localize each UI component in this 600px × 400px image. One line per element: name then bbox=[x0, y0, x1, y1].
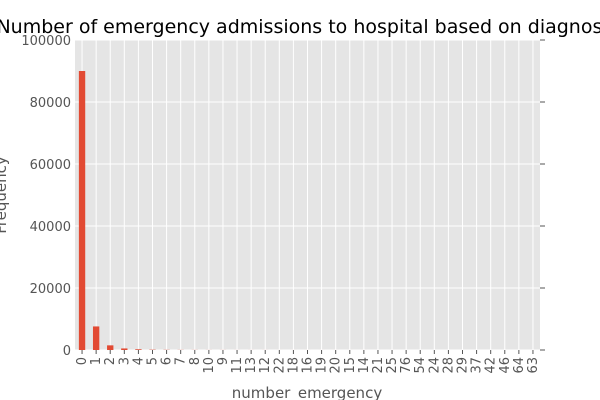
x-tick-label: 18 bbox=[286, 357, 301, 374]
y-axis-ticks: 0 20000 40000 60000 80000 100000 bbox=[21, 34, 545, 359]
x-tick-label: 12 bbox=[258, 357, 273, 374]
y-tick-label: 80000 bbox=[30, 96, 71, 111]
x-tick-label: 21 bbox=[371, 357, 386, 374]
x-tick-label: 4 bbox=[131, 357, 146, 365]
x-tick-label: 3 bbox=[117, 357, 132, 365]
bar-4 bbox=[135, 349, 142, 350]
x-tick-label: 42 bbox=[484, 357, 499, 374]
x-tick-label: 20 bbox=[329, 357, 344, 374]
x-tick-label: 46 bbox=[498, 357, 513, 374]
x-tick-label: 29 bbox=[456, 357, 471, 374]
bar-3 bbox=[121, 348, 128, 350]
y-tick-label: 0 bbox=[63, 344, 71, 359]
bars bbox=[78, 71, 537, 350]
x-tick-label: 1 bbox=[89, 357, 104, 365]
y-tick-label: 20000 bbox=[30, 282, 71, 297]
x-tick-label: 54 bbox=[413, 357, 428, 374]
x-tick-label: 13 bbox=[244, 357, 259, 374]
x-tick-label: 2 bbox=[103, 357, 118, 365]
x-tick-label: 5 bbox=[146, 357, 161, 365]
x-tick-label: 25 bbox=[385, 357, 400, 374]
x-tick-label: 37 bbox=[470, 357, 485, 374]
x-tick-label: 22 bbox=[272, 357, 287, 374]
bar-2 bbox=[107, 345, 114, 350]
x-tick-label: 6 bbox=[160, 357, 175, 365]
x-tick-label: 76 bbox=[399, 357, 414, 374]
x-tick-label: 64 bbox=[512, 357, 527, 374]
bar-1 bbox=[92, 326, 100, 350]
x-tick-label: 16 bbox=[301, 357, 316, 374]
y-axis-label: Frequency bbox=[0, 156, 10, 234]
x-axis-label: number_emergency bbox=[232, 384, 383, 400]
y-tick-label: 60000 bbox=[30, 158, 71, 173]
x-tick-label: 10 bbox=[202, 357, 217, 374]
x-tick-label: 11 bbox=[230, 357, 245, 374]
chart-title: Number of emergency admissions to hospit… bbox=[0, 16, 600, 38]
x-tick-label: 8 bbox=[188, 357, 203, 365]
x-tick-label: 0 bbox=[75, 357, 90, 365]
y-tick-label: 100000 bbox=[21, 34, 71, 49]
x-tick-label: 14 bbox=[357, 357, 372, 374]
x-tick-label: 15 bbox=[343, 357, 358, 374]
x-axis-ticks: 0 1 2 3 4 5 6 7 8 10 9 11 13 12 22 18 16 19 20 15 14 21 25 76 54… bbox=[75, 350, 541, 374]
x-tick-label: 24 bbox=[427, 357, 442, 374]
x-tick-label: 9 bbox=[216, 357, 231, 365]
x-tick-label: 7 bbox=[174, 357, 189, 365]
x-tick-label: 19 bbox=[315, 357, 330, 374]
bar-0 bbox=[78, 71, 86, 350]
y-tick-label: 40000 bbox=[30, 220, 71, 235]
gridlines bbox=[75, 39, 540, 351]
x-tick-label: 28 bbox=[441, 357, 456, 374]
x-tick-label: 63 bbox=[526, 357, 541, 374]
